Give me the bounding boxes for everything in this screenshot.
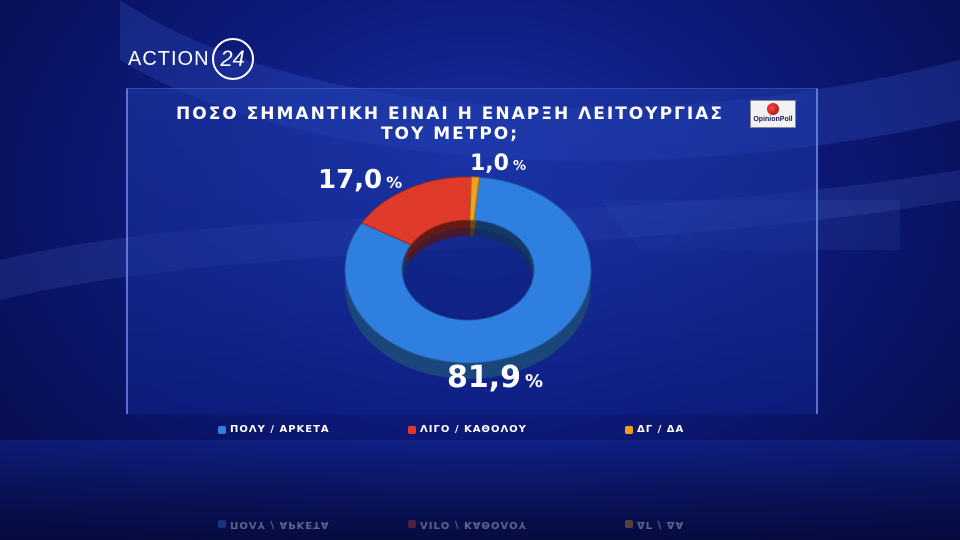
chart-legend: ΠΟΛΥ / ΑΡΚΕΤΑ ΛΙΓΟ / ΚΑΘΟΛΟΥ ΔΓ / ΔΑ — [0, 424, 960, 444]
legend-label: ΔΓ / ΔΑ — [637, 519, 685, 530]
legend-reflection-item-3: ΔΓ / ΔΑ — [625, 519, 684, 530]
data-label-unit: % — [513, 159, 526, 174]
legend-label: ΛΙΓΟ / ΚΑΘΟΛΟΥ — [420, 519, 527, 530]
legend-swatch — [218, 520, 226, 529]
data-label-unit: % — [386, 173, 402, 192]
legend-item-1: ΠΟΛΥ / ΑΡΚΕΤΑ — [218, 424, 330, 435]
data-label-2: 17,0% — [318, 165, 402, 195]
legend-label: ΛΙΓΟ / ΚΑΘΟΛΟΥ — [420, 424, 527, 435]
legend-label: ΔΓ / ΔΑ — [637, 424, 685, 435]
logo-number: 24 — [211, 38, 254, 80]
floor-reflection-area — [0, 440, 960, 540]
poll-logo-icon — [767, 103, 779, 115]
legend-item-2: ΛΙΓΟ / ΚΑΘΟΛΟΥ — [408, 424, 527, 435]
chart-title-line-1: ΠΟΣΟ ΣΗΜΑΝΤΙΚΗ ΕΙΝΑΙ Η ΕΝΑΡΞΗ ΛΕΙΤΟΥΡΓΙΑ… — [176, 104, 724, 124]
channel-logo: ACTION 24 — [128, 38, 254, 80]
donut-hole — [404, 228, 532, 320]
legend-label: ΠΟΛΥ / ΑΡΚΕΤΑ — [230, 424, 330, 435]
legend-swatch — [625, 425, 633, 434]
data-label-3: 1,0% — [470, 151, 526, 176]
donut-slice-1 — [344, 176, 592, 364]
logo-text: ACTION — [128, 47, 210, 70]
poll-badge-text: OpinionPoll — [753, 116, 793, 123]
data-label-unit: % — [525, 371, 543, 392]
chart-title-line-2: ΤΟΥ ΜΕΤΡΟ; — [380, 124, 520, 144]
legend-reflection: ΠΟΛΥ / ΑΡΚΕΤΑ ΛΙΓΟ / ΚΑΘΟΛΟΥ ΔΓ / ΔΑ — [0, 510, 960, 530]
legend-reflection-item-2: ΛΙΓΟ / ΚΑΘΟΛΟΥ — [408, 519, 527, 530]
legend-reflection-item-1: ΠΟΛΥ / ΑΡΚΕΤΑ — [218, 519, 330, 530]
donut-slice-3 — [469, 176, 480, 221]
donut-outer-wall — [345, 270, 591, 379]
chart-title: ΠΟΣΟ ΣΗΜΑΝΤΙΚΗ ΕΙΝΑΙ Η ΕΝΑΡΞΗ ΛΕΙΤΟΥΡΓΙΑ… — [170, 104, 730, 144]
legend-swatch — [408, 520, 416, 529]
legend-swatch — [218, 425, 226, 434]
legend-item-3: ΔΓ / ΔΑ — [625, 424, 684, 435]
opinion-poll-badge: OpinionPoll — [750, 100, 796, 128]
legend-swatch — [408, 425, 416, 434]
legend-label: ΠΟΛΥ / ΑΡΚΕΤΑ — [230, 519, 330, 530]
legend-swatch — [625, 520, 633, 529]
